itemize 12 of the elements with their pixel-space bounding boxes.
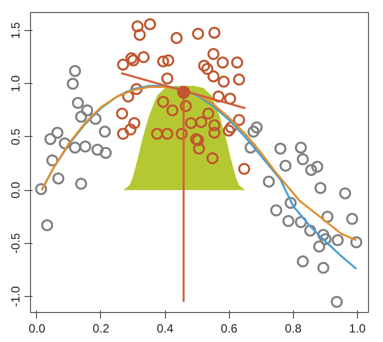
- y-tick-label: 1.0: [8, 75, 22, 92]
- x-tick-label: 0.6: [220, 322, 238, 336]
- x-tick-label: 0.2: [92, 322, 110, 336]
- x-tick-label: 0.8: [284, 322, 302, 336]
- y-tick-label: 0.5: [8, 128, 22, 146]
- x-tick-label: 0.4: [156, 322, 174, 336]
- x-tick-label: 0.0: [28, 322, 46, 336]
- x-tick-label: 1.0: [348, 322, 366, 336]
- y-tick-label: -1.0: [8, 286, 22, 307]
- y-tick-label: -0.5: [8, 232, 22, 254]
- y-tick-label: 1.5: [8, 22, 22, 39]
- y-tick-label: 0.0: [8, 181, 22, 198]
